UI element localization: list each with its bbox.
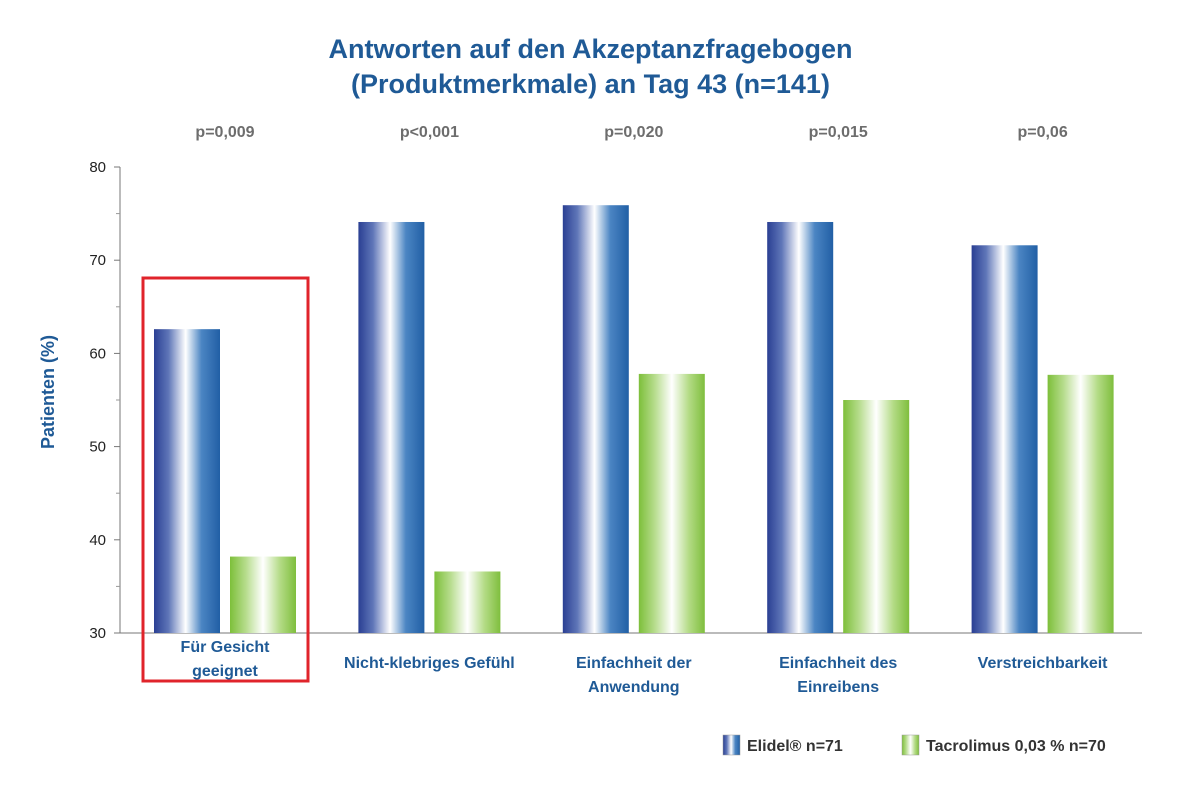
y-tick-label: 50 — [89, 439, 106, 456]
p-value-label: p=0,015 — [809, 124, 868, 141]
p-value-label: p=0,009 — [195, 124, 254, 141]
category-label: Einfachheit der — [576, 655, 692, 672]
axes: 30 40 50 60 70 80 Patienten (%) — [38, 159, 1142, 642]
bars — [154, 205, 1114, 633]
bar-tacrolimus — [638, 373, 705, 633]
y-tick-label: 80 — [89, 159, 106, 176]
y-tick-label: 70 — [89, 252, 106, 269]
p-value-label: p<0,001 — [400, 124, 459, 141]
category-label: geeignet — [192, 663, 258, 680]
legend-label-elidel: Elidel® n=71 — [747, 738, 843, 755]
category-label: Einfachheit des — [779, 655, 897, 672]
bar-elidel — [154, 329, 220, 633]
category-label: Nicht-klebriges Gefühl — [344, 655, 515, 672]
legend-swatch-elidel — [722, 734, 741, 756]
bar-tacrolimus — [230, 556, 296, 633]
legend: Elidel® n=71 Tacrolimus 0,03 % n=70 — [722, 734, 1106, 756]
legend-label-tacrolimus: Tacrolimus 0,03 % n=70 — [926, 738, 1106, 755]
chart-title-line-2: (Produktmerkmale) an Tag 43 (n=141) — [351, 69, 830, 99]
labels: p=0,009 Für Gesicht geeignet p<0,001 Nicht-k… — [141, 124, 1109, 696]
bar-elidel — [562, 205, 629, 633]
chart-title-line-1: Antworten auf den Akzeptanzfragebogen — [328, 34, 853, 64]
y-tick-label: 60 — [89, 345, 106, 362]
p-value-label: p=0,06 — [1017, 124, 1067, 141]
highlight-box — [141, 276, 310, 683]
bar-tacrolimus — [434, 571, 501, 633]
y-tick-label: 30 — [89, 625, 106, 642]
bar-tacrolimus — [1047, 374, 1114, 633]
bar-tacrolimus — [843, 400, 910, 633]
p-value-label: p=0,020 — [604, 124, 663, 141]
legend-swatch-tacrolimus — [901, 734, 920, 756]
y-axis-label: Patienten (%) — [38, 335, 58, 449]
chart-title: Antworten auf den Akzeptanzfragebogen (P… — [0, 32, 1181, 102]
bar-elidel — [358, 221, 425, 633]
category-label: Für Gesicht — [181, 639, 271, 656]
category-label: Einreibens — [797, 679, 879, 696]
category-label: Verstreichbarkeit — [978, 655, 1109, 672]
category-label: Anwendung — [588, 679, 680, 696]
y-tick-label: 40 — [89, 532, 106, 549]
bar-elidel — [971, 245, 1038, 633]
bar-elidel — [767, 221, 834, 633]
